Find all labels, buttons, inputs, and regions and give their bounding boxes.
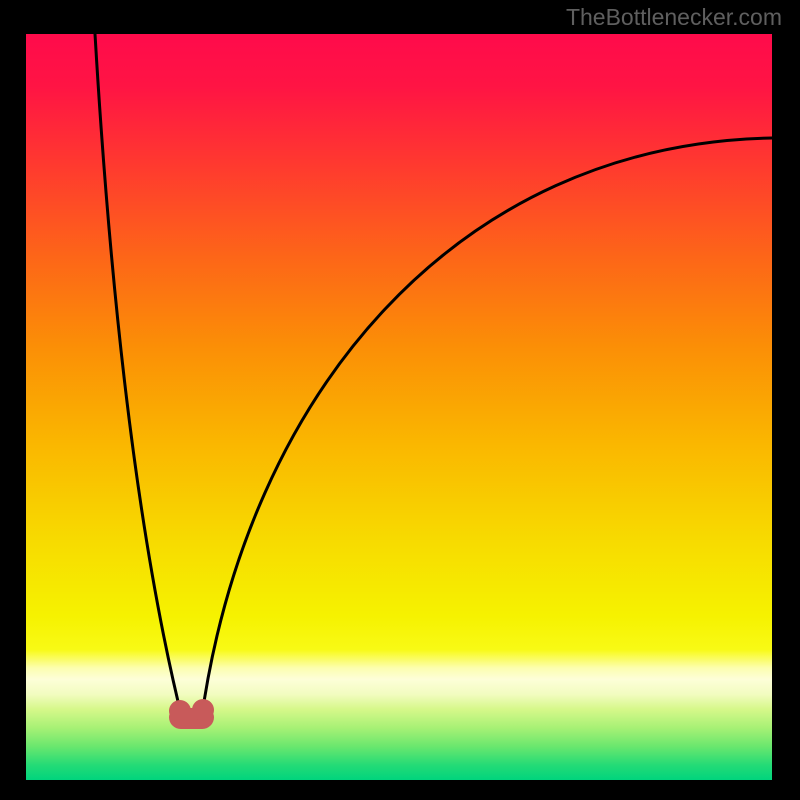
- stage: TheBottlenecker.com: [0, 0, 800, 800]
- optimum-marker-1: [169, 700, 191, 722]
- plot-area: [26, 34, 772, 780]
- watermark-text: TheBottlenecker.com: [566, 4, 782, 31]
- bottleneck-curve: [26, 34, 772, 780]
- curve-left-branch: [95, 34, 183, 722]
- optimum-marker-2: [192, 699, 214, 721]
- curve-right-branch: [201, 138, 772, 722]
